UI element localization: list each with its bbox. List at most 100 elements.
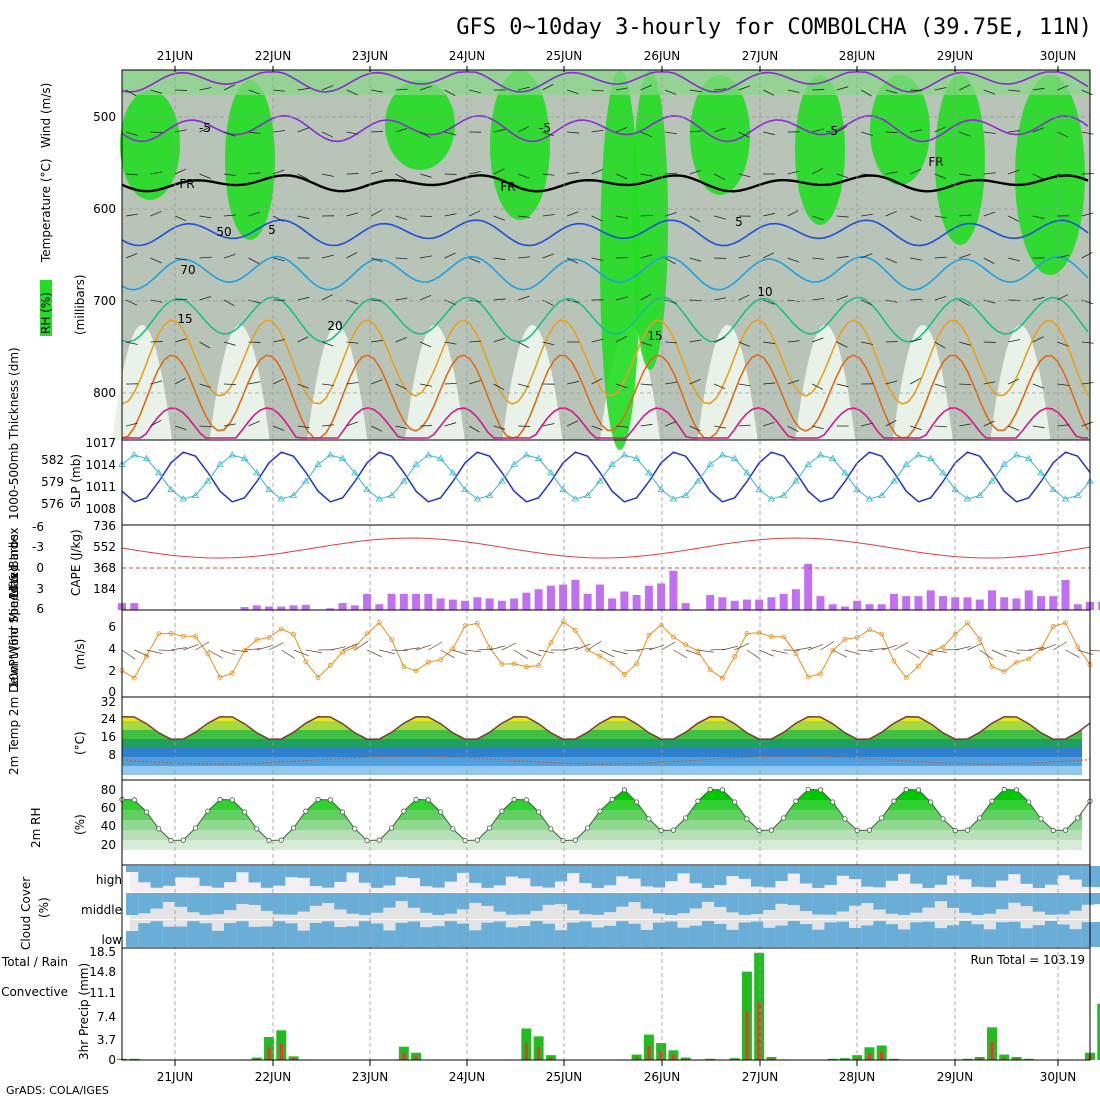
wind-barb-10m [1053,641,1068,651]
cape-bar [1061,579,1070,610]
cloud-high-bar [309,866,323,887]
rh-2m-marker [805,786,811,793]
thickness-marker [865,495,874,502]
cloud-high-bar [322,866,335,888]
wind-barb [468,89,481,94]
cloud-low-bar [187,921,200,947]
precip-convective-bar [769,1058,773,1060]
millibars-axis-label: (millibars) [73,274,87,335]
wind-barb [616,296,628,301]
cloud-middle-bar [714,893,727,907]
wind-barb-10m [857,649,874,652]
cloud-middle-bar [640,893,653,909]
temperature-contour [121,255,1089,291]
wind-barb [934,383,947,388]
rh-axis-label: RH (%) [39,292,53,334]
temp-color-band [122,766,1082,775]
wind-barb [836,215,849,218]
cloud-high-bar [824,866,837,885]
wind-barb-10m [893,642,909,651]
wind-speed-marker [916,663,921,669]
wind-barb-10m [881,644,898,651]
wind-barb [248,299,261,304]
cloud-low-bar [297,930,310,947]
cloud-middle-bar [603,893,617,913]
thickness-marker [767,495,776,502]
cloud-low-bar [591,927,604,947]
wind-barb [395,297,408,301]
cloud-low-bar [775,925,788,947]
wind-speed-marker [389,637,394,643]
wind-speed-marker [842,636,848,642]
wind-barb [567,171,580,175]
wind-barb [518,215,531,218]
wind-barb [566,420,579,427]
cloud-middle-bar [285,893,298,915]
wind-speed-marker [1075,644,1081,650]
cloud-middle-bar [1044,893,1058,915]
wind-speed-marker [242,647,247,653]
cloud-middle-bar [224,893,237,911]
rh-2m-marker [511,796,517,803]
cloud-low-bar [714,923,727,947]
wind-barb [493,168,505,175]
wind-barb [714,425,727,429]
cloud-low-bar [371,923,384,947]
wind-barb [493,337,506,343]
thickness-marker [816,451,825,458]
wind-speed-marker [597,653,603,659]
cape-bar [865,604,874,610]
cloud-low-bar [542,923,555,947]
wind-barb [885,380,898,385]
thickness-marker [363,485,371,493]
contour-label: -5 [539,121,551,135]
cloud-middle-bar [836,893,849,912]
wind-barb [297,87,310,91]
cloud-low-bar [640,929,653,947]
wind-barb [591,215,603,222]
wind-barb [321,85,334,91]
wind-barb [885,257,897,264]
wind-barb [738,294,750,301]
wind-barb [297,336,309,343]
cloud-low-bar [603,925,617,947]
precip-axis-label: 3hr Precip (mm) [77,963,91,1060]
cloud-low-bar [628,923,641,947]
wind-barb-10m [391,649,408,652]
wind-barb [1008,130,1021,133]
wind-barb [199,341,211,349]
rh-2m-marker [928,799,934,805]
wind-barb [223,214,237,217]
rh-moist-region [600,70,640,450]
precip-convective-bar [635,1057,639,1060]
credit-label: GrADS: COLA/IGES [6,1084,109,1097]
thickness-marker [240,454,249,461]
wind-barb [542,214,555,217]
thickness-marker [963,495,972,502]
wind-barb [1081,382,1094,385]
wind-barb [1032,296,1045,301]
cloud-middle-bar [248,893,261,905]
cloud-low-bar [689,925,702,947]
wind-barb [223,173,236,177]
wind-barb [689,89,702,93]
wind-barb [616,425,629,428]
wind-speed-marker [1050,624,1056,629]
rh-2m-marker [964,827,971,833]
wind-barb [836,125,848,133]
cape-bar [522,592,531,610]
wind-barb [1081,421,1094,427]
thickness-marker [559,485,567,493]
wind-speed-marker [401,664,407,670]
cape-bar [301,604,310,610]
wind-barb [959,423,972,427]
precip-convective-bar [524,1042,528,1060]
pressure-tick-label: 600 [93,202,116,216]
wind10-axis-label: 10m Wind Speed & Barbs [7,534,21,688]
cloud-high-bar [922,866,935,888]
wind-barb-10m [1016,649,1033,651]
wind-speed-marker [670,634,676,640]
wind-barb [591,378,603,385]
rh-low-region [892,325,953,440]
wind-barb [885,210,897,217]
